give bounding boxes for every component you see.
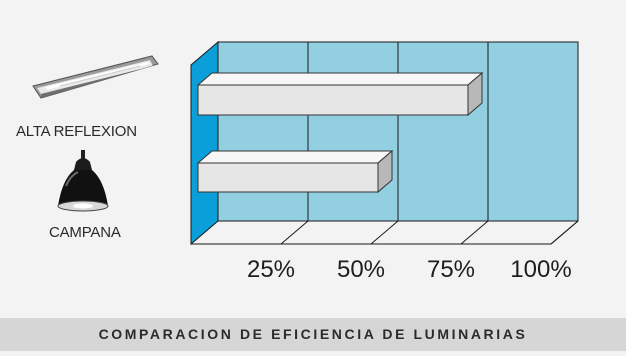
- floor-line: [370, 220, 399, 245]
- bar: [197, 84, 469, 116]
- x-tick-label: 75%: [427, 256, 475, 283]
- category-label-campana: CAMPANA: [49, 224, 121, 241]
- side-wall: [190, 40, 219, 246]
- x-tick-label: 25%: [247, 256, 295, 283]
- x-tick-label: 100%: [510, 256, 571, 283]
- footer-bar: COMPARACION DE EFICIENCIA DE LUMINARIAS: [0, 318, 626, 351]
- fluorescent-fixture-icon: [32, 55, 159, 99]
- floor-line: [460, 220, 489, 245]
- bar-top: [196, 150, 394, 164]
- bar: [197, 162, 379, 193]
- floor-line: [550, 220, 579, 245]
- bell-lamp-icon: [57, 150, 109, 212]
- category-label-alta-reflexion: ALTA REFLEXION: [16, 123, 137, 140]
- bar-top: [196, 72, 484, 86]
- x-tick-label: 50%: [337, 256, 385, 283]
- chart-title: COMPARACION DE EFICIENCIA DE LUMINARIAS: [98, 326, 528, 342]
- floor-line: [280, 220, 309, 245]
- chart-plot: 25% 50% 75% 100%: [190, 40, 579, 283]
